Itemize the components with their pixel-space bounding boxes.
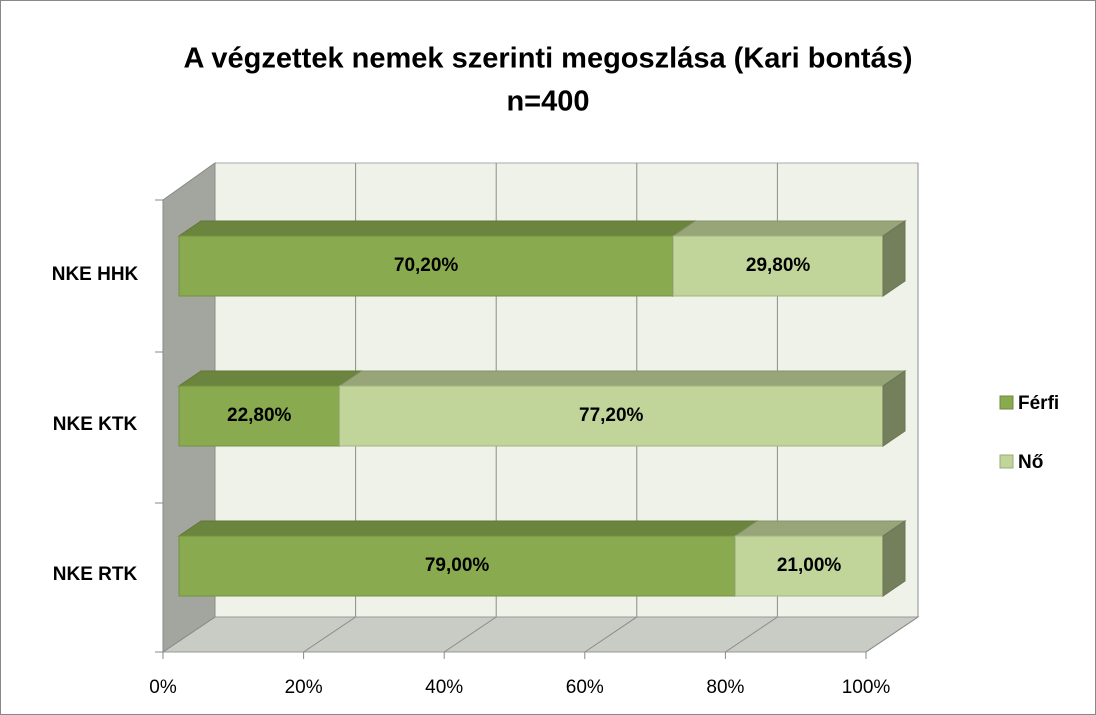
x-tick-label: 40% — [425, 677, 463, 698]
x-tick-label: 20% — [285, 677, 323, 698]
bar-side — [882, 370, 906, 447]
bar-top — [671, 220, 907, 237]
bar-top — [733, 520, 907, 537]
floor-grid-line — [443, 616, 497, 653]
data-label: 21,00% — [777, 555, 842, 576]
bar-top — [337, 370, 907, 387]
floor-grid-line — [584, 616, 638, 653]
x-tick-label: 100% — [842, 677, 891, 698]
bar-side — [882, 520, 906, 597]
floor-grid-line — [162, 616, 216, 653]
chart-title: A végzettek nemek szerinti megoszlása (K… — [184, 43, 913, 75]
floor-grid-line — [303, 616, 356, 653]
data-label: 29,80% — [746, 255, 811, 276]
data-label: 79,00% — [425, 555, 490, 576]
legend-swatch — [999, 395, 1014, 410]
bar-top — [177, 220, 697, 237]
x-tick-label: 80% — [706, 677, 744, 698]
bar — [178, 535, 736, 597]
y-tick-label: NKE HHK — [52, 264, 139, 285]
bar — [178, 235, 674, 297]
data-label: 22,80% — [227, 405, 292, 426]
bar — [178, 385, 341, 447]
floor-grid-line — [865, 616, 919, 653]
x-tick-label: 60% — [566, 677, 604, 698]
x-tick-label: 0% — [149, 677, 177, 698]
bar-top — [177, 520, 759, 537]
bar-side — [882, 220, 906, 297]
y-tick-label: NKE RTK — [53, 564, 138, 585]
chart-subtitle: n=400 — [506, 86, 589, 118]
data-label: 77,20% — [579, 405, 644, 426]
data-label: 70,20% — [394, 255, 459, 276]
floor — [161, 616, 920, 653]
y-tick-label: NKE KTK — [53, 414, 138, 435]
legend-label: Férfi — [1018, 393, 1059, 414]
legend-label: Nő — [1018, 452, 1043, 473]
legend-swatch — [999, 454, 1014, 469]
bar — [672, 235, 884, 297]
floor-grid-line — [725, 616, 778, 653]
bar-top — [177, 370, 364, 387]
